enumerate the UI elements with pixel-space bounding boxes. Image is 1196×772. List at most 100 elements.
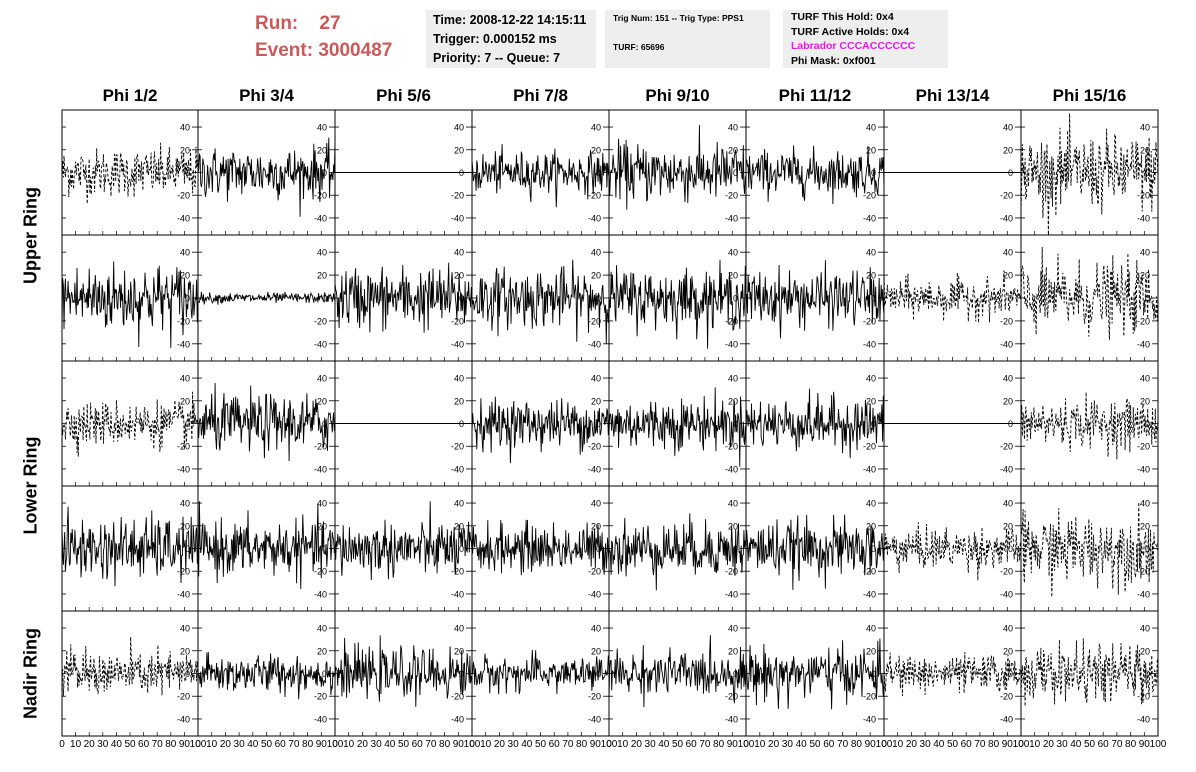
ytick-label-r3-c7-0: -40 [1137, 589, 1150, 599]
ytick-label-r0-c0-2: 0 [185, 168, 190, 178]
panel-r0-c3: -40 -20 0 20 40 [471, 109, 610, 236]
xtick-label-c6-2: 20 [906, 739, 918, 750]
xtick-label-c5-3: 30 [782, 739, 794, 750]
ytick-label-r3-c5-2: 0 [871, 544, 876, 554]
ytick-label-r3-c3-1: -20 [588, 567, 601, 577]
ytick-label-r3-c1-1: -20 [314, 567, 327, 577]
trace-r4-c2 [335, 635, 472, 707]
xtick-label-c6-7: 70 [974, 739, 986, 750]
panel-r3-c0: -40 -20 0 20 40 [61, 485, 199, 612]
trace-r0-c5 [746, 145, 884, 205]
panel-r1-c1: -40 -20 0 20 40 [197, 234, 336, 362]
xtick-label-c4-2: 20 [631, 739, 643, 750]
ytick-label-r1-c5-3: 20 [866, 271, 876, 281]
ytick-label-r4-c6-1: -20 [1000, 692, 1013, 702]
xtick-label-c0-6: 60 [138, 739, 150, 750]
ytick-label-r3-c1-2: 0 [322, 544, 327, 554]
ytick-label-r3-c6-3: 20 [1003, 521, 1013, 531]
ytick-label-r0-c1-4: 40 [317, 123, 327, 133]
ytick-label-r1-c6-1: -20 [1000, 316, 1013, 326]
ytick-label-r4-c7-4: 40 [1140, 624, 1150, 634]
trace-r1-c5 [746, 260, 884, 339]
ytick-label-r4-c6-3: 20 [1003, 646, 1013, 656]
phi-mask-text: Phi Mask: 0xf001 [791, 54, 876, 67]
ytick-label-r2-c4-2: 0 [733, 419, 738, 429]
ytick-label-r1-c4-1: -20 [725, 316, 738, 326]
panel-r3-c5: -40 -20 0 20 40 [745, 485, 885, 612]
ytick-label-r3-c5-3: 20 [866, 521, 876, 531]
time-text: Time: 2008-12-22 14:15:11 [433, 13, 587, 27]
ytick-label-r0-c6-3: 20 [1003, 145, 1013, 155]
trace-r1-c2 [335, 262, 472, 333]
xtick-label-c5-10: 100 [876, 739, 893, 750]
xtick-label-c2-4: 40 [384, 739, 396, 750]
trace-r0-c4 [609, 124, 746, 210]
panel-r2-c0: -40 -20 0 20 40 [61, 360, 199, 487]
ytick-label-r0-c5-2: 0 [871, 168, 876, 178]
ytick-label-r4-c5-3: 20 [866, 646, 876, 656]
xtick-label-c4-7: 70 [699, 739, 711, 750]
ytick-label-r2-c2-4: 40 [454, 374, 464, 384]
trace-r3-c4 [609, 513, 746, 591]
panel-r2-c1: -40 -20 0 20 40 [197, 360, 336, 487]
xtick-label-c4-3: 30 [645, 739, 657, 750]
ytick-label-r3-c2-3: 20 [454, 521, 464, 531]
ytick-label-r2-c6-1: -20 [1000, 442, 1013, 452]
ytick-label-r4-c3-2: 0 [596, 669, 601, 679]
ytick-label-r4-c5-0: -40 [863, 714, 876, 724]
ytick-label-r2-c4-3: 20 [728, 396, 738, 406]
xtick-label-c7-1: 10 [1029, 739, 1041, 750]
run-row: Run: 27 [255, 10, 392, 37]
ytick-label-r4-c1-1: -20 [314, 692, 327, 702]
ytick-label-r0-c7-3: 20 [1140, 145, 1150, 155]
panel-r2-c6: -40 -20 0 20 40 [883, 360, 1022, 487]
trigger-text: Trigger: 0.000152 ms [433, 32, 557, 46]
xtick-label-c1-5: 50 [261, 739, 273, 750]
ytick-label-r0-c6-0: -40 [1000, 213, 1013, 223]
trace-r0-c3 [472, 144, 609, 208]
trace-r2-c4 [609, 387, 746, 467]
xtick-label-c0-0: 0 [59, 739, 65, 750]
ytick-label-r2-c0-4: 40 [180, 374, 190, 384]
xtick-label-c6-0: 0 [881, 739, 887, 750]
xtick-label-c0-4: 40 [111, 739, 123, 750]
ytick-label-r1-c5-4: 40 [866, 248, 876, 258]
ytick-label-r2-c6-4: 40 [1003, 374, 1013, 384]
xtick-label-c5-7: 70 [837, 739, 849, 750]
ytick-label-r3-c4-3: 20 [728, 521, 738, 531]
ytick-label-r1-c5-0: -40 [863, 339, 876, 349]
xtick-label-c6-4: 40 [933, 739, 945, 750]
ytick-label-r2-c5-0: -40 [863, 464, 876, 474]
trace-r2-c7 [1021, 392, 1158, 460]
run-label: Run: [255, 13, 299, 34]
panel-r2-c2: -40 -20 0 20 40 [334, 360, 473, 487]
xtick-label-c7-4: 40 [1070, 739, 1082, 750]
ytick-label-r2-c1-3: 20 [317, 396, 327, 406]
ytick-label-r1-c7-0: -40 [1137, 339, 1150, 349]
ytick-label-r2-c2-1: -20 [451, 442, 464, 452]
ytick-label-r4-c6-4: 40 [1003, 624, 1013, 634]
panel-r1-c5: -40 -20 0 20 40 [745, 234, 885, 362]
xtick-label-c7-10: 100 [1150, 739, 1167, 750]
xtick-label-c7-9: 90 [1139, 739, 1151, 750]
ytick-label-r0-c5-3: 20 [866, 145, 876, 155]
panel-r0-c2: -40 -20 0 20 40 [334, 109, 473, 236]
ytick-label-r2-c7-4: 40 [1140, 374, 1150, 384]
ytick-label-r4-c6-0: -40 [1000, 714, 1013, 724]
panel-r3-c2: -40 -20 0 20 40 [334, 485, 473, 612]
ytick-label-r2-c2-3: 20 [454, 396, 464, 406]
ytick-label-r1-c2-1: -20 [451, 316, 464, 326]
xtick-label-c1-4: 40 [247, 739, 259, 750]
ytick-label-r3-c3-3: 20 [591, 521, 601, 531]
xtick-label-c3-7: 70 [562, 739, 574, 750]
xtick-label-c1-10: 100 [327, 739, 344, 750]
ytick-label-r0-c4-0: -40 [725, 213, 738, 223]
ytick-label-r0-c0-4: 40 [180, 123, 190, 133]
ytick-label-r3-c4-2: 0 [733, 544, 738, 554]
ytick-label-r2-c2-0: -40 [451, 464, 464, 474]
ytick-label-r4-c4-0: -40 [725, 714, 738, 724]
turf-this-hold-text: TURF This Hold: 0x4 [791, 11, 894, 23]
